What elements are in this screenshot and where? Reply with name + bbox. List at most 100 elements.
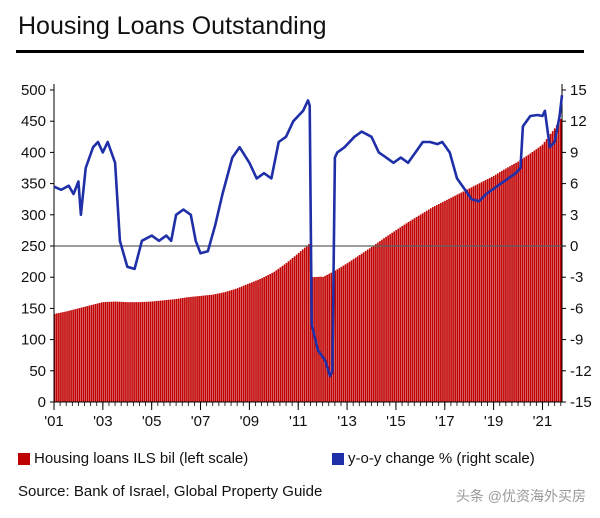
bar-mark xyxy=(427,209,430,402)
bar-mark xyxy=(127,302,129,402)
bar-mark xyxy=(527,154,530,402)
bar-mark xyxy=(196,296,198,402)
bar-mark xyxy=(494,174,497,402)
left-tick-label: 250 xyxy=(21,238,46,255)
bar-mark xyxy=(370,246,373,402)
bar-mark xyxy=(110,301,113,402)
line-group xyxy=(53,95,564,378)
bar-mark xyxy=(356,256,359,402)
bar-mark xyxy=(446,199,448,402)
right-tick-label: -9 xyxy=(570,332,583,349)
bar-mark xyxy=(289,259,292,402)
bar-mark xyxy=(106,301,109,402)
bar-mark xyxy=(238,287,241,402)
bar-mark xyxy=(119,301,121,402)
bar-mark xyxy=(253,281,255,402)
bar-mark xyxy=(121,301,123,402)
bar-mark xyxy=(257,279,259,402)
bar-mark xyxy=(490,176,493,402)
bar-mark xyxy=(301,249,304,402)
bar-mark xyxy=(438,203,440,402)
bar-mark xyxy=(198,296,200,402)
bar-mark xyxy=(326,274,328,402)
bar-mark xyxy=(559,119,562,402)
bar-mark xyxy=(129,302,131,402)
legend-bar-label: Housing loans ILS bil (left scale) xyxy=(34,450,249,467)
bar-mark xyxy=(521,158,524,402)
bar-mark xyxy=(458,193,461,402)
bar-mark xyxy=(210,294,213,402)
bar-mark xyxy=(293,256,296,402)
bar-mark xyxy=(236,288,239,402)
bar-mark xyxy=(295,254,298,402)
x-tick-label: '09 xyxy=(240,413,260,430)
title-rule xyxy=(16,50,584,53)
bar-mark xyxy=(62,312,64,402)
bar-mark xyxy=(421,213,424,402)
bar-mark xyxy=(96,303,99,402)
left-tick-label: 100 xyxy=(21,332,46,349)
bar-mark xyxy=(72,309,74,402)
bar-mark xyxy=(249,283,251,402)
bar-mark xyxy=(375,243,377,402)
bar-mark xyxy=(517,161,519,402)
bar-mark xyxy=(192,296,194,402)
bar-mark xyxy=(74,309,76,402)
bar-mark xyxy=(456,194,459,402)
bar-mark xyxy=(387,235,389,402)
bar-mark xyxy=(509,166,511,402)
bar-mark xyxy=(322,276,324,402)
bar-mark xyxy=(368,248,371,402)
bar-mark xyxy=(431,207,434,402)
bar-mark xyxy=(433,206,436,402)
legend-line-label: y-o-y change % (right scale) xyxy=(348,450,535,467)
bar-mark xyxy=(194,296,196,402)
bar-mark xyxy=(287,261,290,402)
bar-mark xyxy=(385,236,387,402)
bar-mark xyxy=(291,257,294,402)
bar-mark xyxy=(184,297,186,402)
bar-mark xyxy=(240,286,243,402)
bar-mark xyxy=(224,291,227,402)
bar-mark xyxy=(535,149,538,402)
bar-mark xyxy=(182,297,184,402)
x-tick-label: '17 xyxy=(435,413,455,430)
bar-mark xyxy=(525,156,528,402)
bar-mark xyxy=(245,284,247,402)
left-tick-label: 200 xyxy=(21,269,46,286)
bar-mark xyxy=(155,301,158,402)
bar-mark xyxy=(316,276,318,402)
bar-mark xyxy=(429,208,432,402)
bar-mark xyxy=(218,293,221,402)
bar-mark xyxy=(228,290,231,402)
bar-mark xyxy=(452,196,454,402)
left-tick-label: 350 xyxy=(21,176,46,193)
bar-mark xyxy=(116,301,119,402)
legend-item-bar: Housing loans ILS bil (left scale) xyxy=(18,450,248,467)
bar-mark xyxy=(373,245,375,402)
bar-mark xyxy=(157,300,160,402)
bar-mark xyxy=(86,306,89,402)
bar-mark xyxy=(415,217,418,402)
x-tick-label: '15 xyxy=(386,413,406,430)
bar-mark xyxy=(208,295,211,402)
bar-mark xyxy=(531,152,534,402)
bar-mark xyxy=(505,168,507,402)
bar-mark xyxy=(100,302,103,402)
bar-mark xyxy=(206,295,209,402)
left-tick-label: 450 xyxy=(21,113,46,130)
bar-mark xyxy=(102,302,105,402)
bar-mark xyxy=(90,305,93,402)
bar-mark xyxy=(436,205,438,402)
bar-mark xyxy=(543,141,546,402)
bar-mark xyxy=(539,146,542,402)
bar-mark xyxy=(419,214,422,402)
bar-mark xyxy=(230,290,233,402)
right-tick-label: -12 xyxy=(570,363,592,380)
bar-mark xyxy=(141,302,144,402)
bar-mark xyxy=(175,298,178,402)
bar-mark xyxy=(377,242,379,402)
bar-mark xyxy=(68,310,70,402)
tick-labels-group: 050100150200250300350400450500-15-12-9-6… xyxy=(21,82,592,430)
left-tick-label: 50 xyxy=(29,363,46,380)
